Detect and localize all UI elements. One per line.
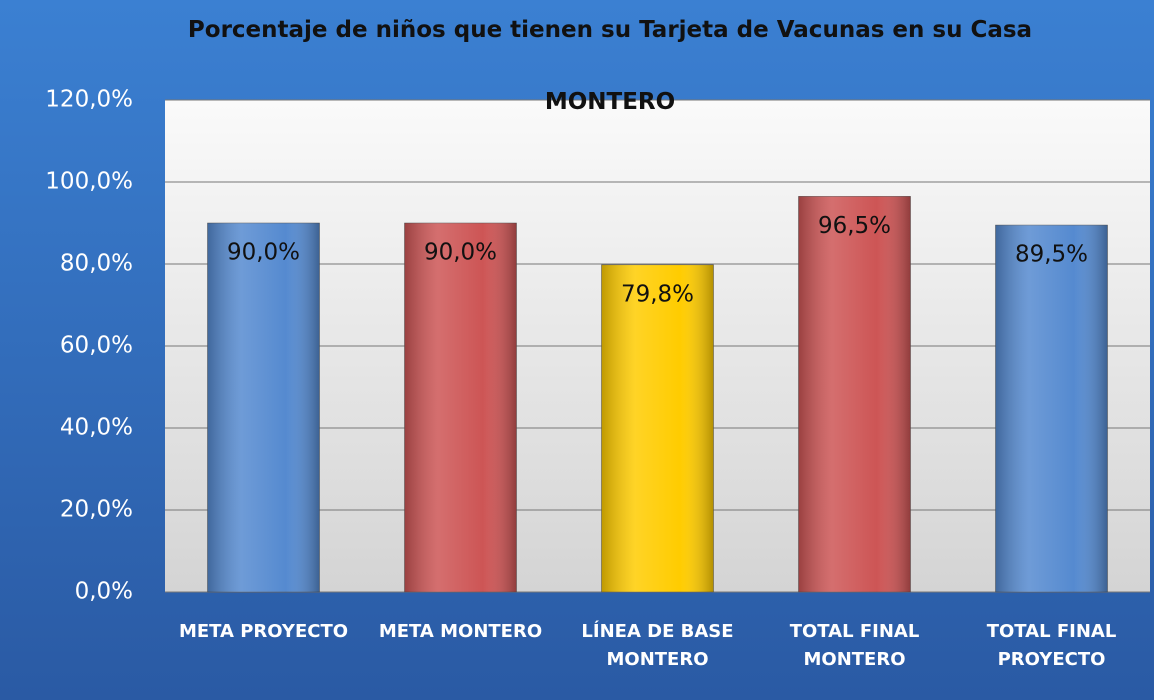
x-tick-label: LÍNEA DE BASE MONTERO <box>581 621 734 670</box>
x-tick-label: META MONTERO <box>378 621 543 642</box>
value-label: 96,5% <box>818 213 891 239</box>
value-label: 89,5% <box>1015 242 1088 268</box>
x-tick-label: META PROYECTO <box>178 621 349 642</box>
chart-subtitle: MONTERO <box>544 89 676 115</box>
bar-shade <box>404 223 517 592</box>
value-label: 90,0% <box>424 240 497 266</box>
bar-shade <box>207 223 320 592</box>
bar-shade <box>601 264 714 592</box>
bar-shade <box>995 225 1108 593</box>
chart-title: Porcentaje de niños que tienen su Tarjet… <box>187 17 1033 43</box>
y-tick-label: 100,0% <box>45 169 133 195</box>
x-tick-label: TOTAL FINAL MONTERO <box>789 621 920 670</box>
value-label: 90,0% <box>227 240 300 266</box>
y-tick-label: 40,0% <box>60 415 133 441</box>
y-tick-label: 120,0% <box>45 87 133 113</box>
bar-shade <box>798 196 911 592</box>
x-tick-label: TOTAL FINAL PROYECTO <box>986 621 1117 670</box>
y-tick-label: 80,0% <box>60 251 133 277</box>
value-label: 79,8% <box>621 281 694 307</box>
y-tick-label: 60,0% <box>60 333 133 359</box>
y-tick-label: 0,0% <box>75 579 133 605</box>
y-tick-label: 20,0% <box>60 497 133 523</box>
